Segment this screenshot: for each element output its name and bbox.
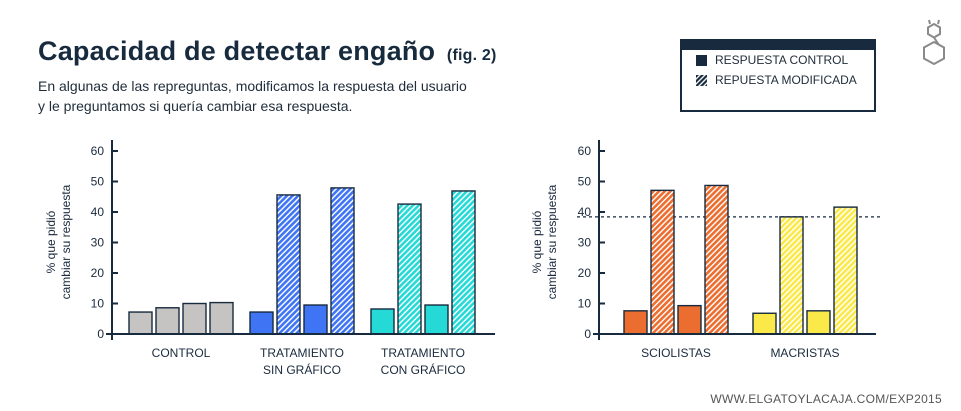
category-label: TRATAMIENTO xyxy=(260,346,344,360)
bar-solid xyxy=(370,308,395,335)
figure-number: (fig. 2) xyxy=(446,47,497,64)
solid-swatch-icon xyxy=(696,54,707,66)
hatched-swatch-icon xyxy=(696,74,707,86)
bar-hatched xyxy=(397,203,422,335)
legend-label: REPUESTA MODIFICADA xyxy=(715,73,857,87)
bar-solid xyxy=(424,304,449,335)
bar-hatched xyxy=(451,190,476,335)
y-tick-label: 40 xyxy=(91,205,105,219)
y-tick-label: 20 xyxy=(578,266,592,280)
bar-hatched xyxy=(704,184,729,335)
bar-hatched xyxy=(650,189,675,335)
bar-solid xyxy=(623,310,648,335)
bar-solid xyxy=(182,302,207,335)
page-title: Capacidad de detectar engaño (fig. 2) xyxy=(38,36,497,67)
bar-hatched xyxy=(330,187,355,335)
y-tick-label: 50 xyxy=(578,175,592,189)
title-text: Capacidad de detectar engaño xyxy=(38,36,436,66)
y-tick-label: 10 xyxy=(91,297,105,311)
bar-solid xyxy=(249,311,274,335)
y-tick-label: 60 xyxy=(91,144,105,158)
y-tick-label: 40 xyxy=(578,205,592,219)
category-label: SIN GRÁFICO xyxy=(263,362,341,377)
bar-solid xyxy=(752,312,777,335)
y-axis-label: % que pidió xyxy=(44,210,58,273)
bar-solid xyxy=(806,310,831,335)
bar-solid xyxy=(128,311,153,335)
bar-solid xyxy=(303,304,328,335)
category-label: MACRISTAS xyxy=(770,346,839,360)
category-label: SCIOLISTAS xyxy=(641,346,711,360)
y-axis-label: % que pidió xyxy=(530,210,544,273)
subtitle-line-1: En algunas de las repreguntas, modificam… xyxy=(38,78,467,94)
y-tick-label: 60 xyxy=(578,144,592,158)
chart-right: SCIOLISTAS MACRISTAS 0 10 20 30 40 50 60 % que pi… xyxy=(530,140,880,360)
bar-solid xyxy=(209,301,234,335)
subtitle-line-2: y le preguntamos si quería cambiar esa r… xyxy=(38,98,353,114)
y-tick-label: 30 xyxy=(91,236,105,250)
legend-header-bar xyxy=(682,41,874,50)
bar-solid xyxy=(677,304,702,335)
y-axis-label: cambiar su respuesta xyxy=(545,184,559,299)
y-tick-label: 10 xyxy=(578,297,592,311)
y-axis-label: cambiar su respuesta xyxy=(59,184,73,299)
gato-y-caja-logo-icon xyxy=(923,19,945,66)
bar-hatched xyxy=(276,194,301,335)
legend-item-control: RESPUESTA CONTROL xyxy=(696,50,874,70)
chart-left: CONTROL TRATAMIENTO SIN GRÁFICO TRATAMIENTO… xyxy=(44,140,495,377)
bar-hatched xyxy=(833,206,858,335)
footer-url: WWW.ELGATOYLACAJA.COM/EXP2015 xyxy=(710,392,942,406)
category-label: CON GRÁFICO xyxy=(381,362,466,377)
category-label: CONTROL xyxy=(152,346,211,360)
bar-solid xyxy=(155,307,180,335)
legend-item-modified: REPUESTA MODIFICADA xyxy=(696,70,874,90)
y-tick-label: 50 xyxy=(91,175,105,189)
y-tick-label: 0 xyxy=(97,327,104,341)
subtitle: En algunas de las repreguntas, modificam… xyxy=(38,76,467,116)
y-tick-label: 0 xyxy=(584,327,591,341)
y-tick-label: 30 xyxy=(578,236,592,250)
category-label: TRATAMIENTO xyxy=(381,346,465,360)
legend: RESPUESTA CONTROL REPUESTA MODIFICADA xyxy=(680,39,876,112)
y-tick-label: 20 xyxy=(91,266,105,280)
legend-label: RESPUESTA CONTROL xyxy=(715,53,849,67)
bar-hatched xyxy=(779,216,804,335)
